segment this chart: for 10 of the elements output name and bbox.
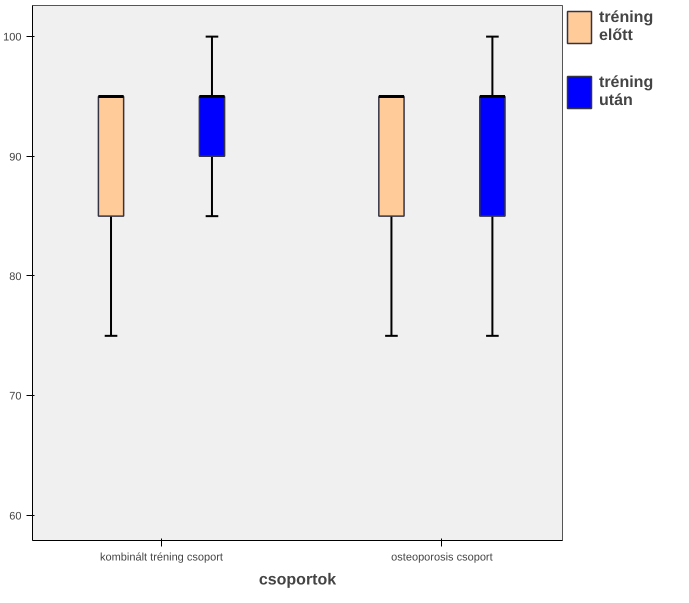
y-tick-label: 60 bbox=[9, 510, 22, 522]
legend-label: tréning után bbox=[599, 74, 654, 110]
x-axis-title: csoportok bbox=[258, 572, 336, 588]
y-tick-label: 70 bbox=[9, 390, 22, 403]
x-tick-label: kombinált tréning csoport bbox=[100, 552, 223, 564]
y-tick-label: 80 bbox=[9, 270, 22, 283]
y-tick-label: 100 bbox=[3, 32, 22, 44]
y-tick-label: 90 bbox=[9, 151, 22, 164]
legend-label: tréning előtt bbox=[599, 9, 654, 45]
x-tick-label: osteoporosis csoport bbox=[391, 552, 493, 564]
